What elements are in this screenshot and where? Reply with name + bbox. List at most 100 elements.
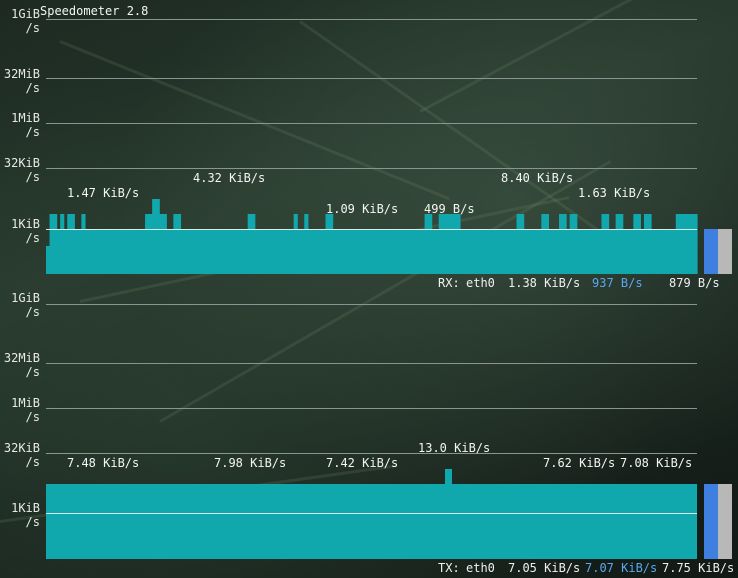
rx-bar: [148, 214, 153, 274]
rx-bar: [258, 230, 263, 274]
rx-bar: [113, 230, 118, 274]
tx-ylabel-32mib: 32MiB/s: [3, 351, 40, 379]
rx-bar: [509, 230, 514, 274]
rx-bar: [406, 230, 412, 274]
rx-bar: [438, 214, 443, 274]
rx-bar: [459, 230, 465, 274]
rx-bar: [53, 214, 58, 274]
rx-bar: [622, 230, 627, 274]
rx-bar: [332, 230, 337, 274]
rx-average-rate: 937 B/s: [592, 276, 643, 290]
rx-bar: [633, 214, 638, 274]
rx-bar: [580, 230, 585, 274]
rx-bar: [176, 214, 182, 274]
rx-bar: [375, 230, 380, 274]
rx-bar: [237, 230, 242, 274]
rx-bar: [152, 199, 157, 274]
rx-bar: [693, 214, 698, 274]
rx-bar: [321, 230, 327, 274]
rx-bar: [544, 214, 549, 274]
rx-bar: [244, 230, 249, 274]
rx-bar: [626, 230, 631, 274]
rx-bar: [219, 230, 224, 274]
rx-bar: [435, 230, 440, 274]
rx-bar: [396, 230, 401, 274]
rx-ylabel-32mib: 32MiB/s: [3, 67, 40, 95]
rx-bar: [389, 230, 394, 274]
rx-bar: [155, 199, 160, 274]
rx-bar: [417, 230, 422, 274]
rx-bar: [120, 230, 125, 274]
rx-peak-label: 1.63 KiB/s: [578, 186, 651, 200]
tx-ylabel-1mib: 1MiB/s: [11, 396, 40, 424]
rx-bar: [449, 214, 454, 274]
rx-bar: [162, 214, 167, 274]
rx-bar: [212, 230, 217, 274]
rx-bar: [481, 230, 486, 274]
rx-bar: [173, 214, 178, 274]
rx-bar: [56, 230, 61, 274]
app-title: Speedometer 2.8: [40, 4, 149, 18]
rx-bar: [424, 214, 429, 274]
rx-bar: [290, 230, 295, 274]
rx-bar: [275, 230, 281, 274]
rx-bar: [431, 230, 436, 274]
rx-bar: [353, 230, 358, 274]
rx-bar: [562, 214, 567, 274]
rx-bar: [590, 230, 595, 274]
rx-bar: [484, 230, 489, 274]
rx-peak-label: 4.32 KiB/s: [193, 171, 266, 185]
rx-bar: [357, 230, 362, 274]
rx-bar: [247, 214, 252, 274]
rx-bar: [534, 230, 539, 274]
rx-bar: [601, 214, 606, 274]
rx-ylabel-1mib: 1MiB/s: [11, 111, 40, 139]
rx-bar: [191, 230, 196, 274]
rx-bar: [187, 230, 192, 274]
rx-bar: [555, 230, 560, 274]
rx-bar: [640, 230, 645, 274]
rx-bar: [304, 214, 309, 274]
rx-bar: [84, 230, 90, 274]
rx-bar: [651, 230, 656, 274]
rx-peak-label: 499 B/s: [424, 202, 475, 216]
rx-bar: [364, 230, 369, 274]
rx-bar: [343, 230, 348, 274]
rx-bar: [452, 214, 458, 274]
rx-bar: [597, 230, 603, 274]
rx-bar: [102, 230, 107, 274]
rx-bar: [205, 230, 210, 274]
rx-bar: [91, 230, 97, 274]
rx-bar: [254, 230, 259, 274]
rx-bar: [314, 230, 320, 274]
rx-status-line: RX: eth0 1.38 KiB/s 937 B/s 879 B/s: [0, 276, 738, 290]
rx-bar: [672, 230, 677, 274]
tx-peak-label: 7.08 KiB/s: [620, 456, 693, 470]
rx-bar: [576, 230, 581, 274]
rx-bar: [371, 230, 376, 274]
rx-bar: [456, 214, 461, 274]
rx-bar: [569, 214, 574, 274]
rx-bar: [463, 230, 468, 274]
rx-bar: [145, 214, 150, 274]
rx-bar: [675, 214, 680, 274]
rx-bar: [106, 230, 111, 274]
rx-bar: [548, 230, 553, 274]
rx-bar: [505, 230, 511, 274]
tx-ylabel-32kib: 32KiB/s: [3, 441, 40, 469]
rx-bar: [346, 230, 351, 274]
rx-bar: [272, 230, 277, 274]
rx-bar: [399, 230, 404, 274]
rx-direction: RX:: [438, 276, 460, 290]
rx-bar: [442, 214, 447, 274]
rx-bar: [367, 230, 373, 274]
rx-bar: [410, 230, 415, 274]
tx-interface: eth0: [466, 561, 495, 575]
tx-ylabel-1kib: 1KiB/s: [11, 501, 40, 529]
rx-bar: [360, 230, 366, 274]
rx-bar: [141, 230, 146, 274]
rx-bar: [477, 230, 482, 274]
rx-bar: [81, 214, 86, 274]
rx-peak-label: 1.47 KiB/s: [67, 186, 140, 200]
rx-ylabel-32kib: 32KiB/s: [3, 156, 40, 184]
